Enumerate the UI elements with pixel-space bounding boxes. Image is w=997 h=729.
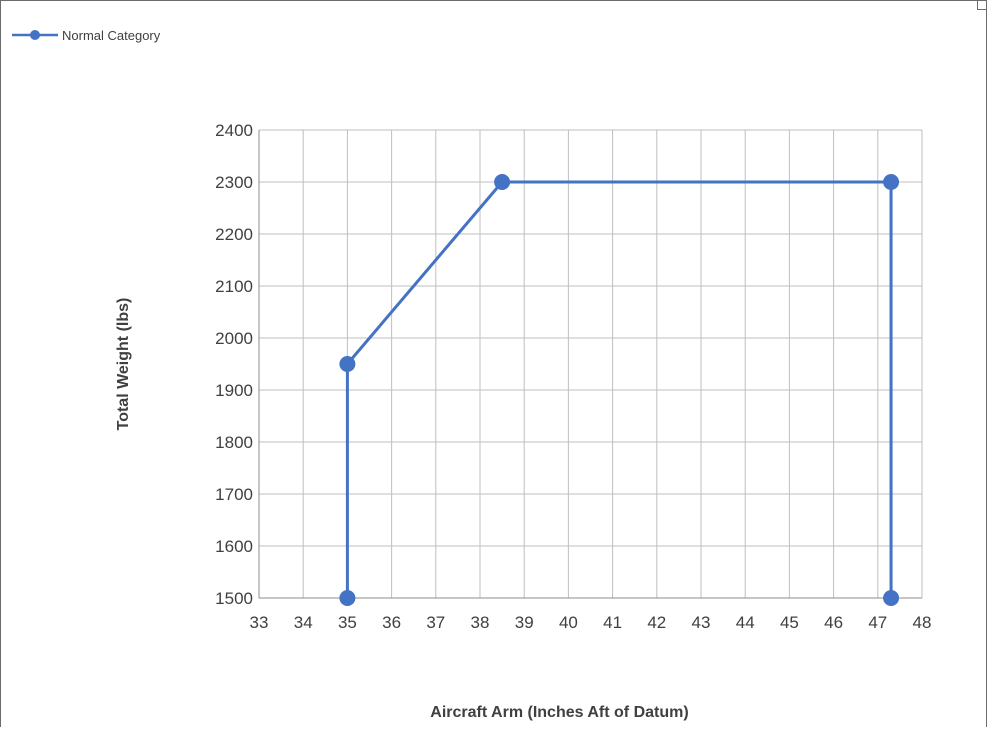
x-tick-label: 46 bbox=[824, 613, 843, 632]
legend: Normal Category bbox=[12, 28, 161, 43]
y-tick-label: 1500 bbox=[215, 589, 253, 608]
data-point bbox=[883, 174, 900, 190]
data-point bbox=[494, 174, 511, 190]
y-tick-label: 2300 bbox=[215, 173, 253, 192]
frame-corner bbox=[977, 1, 986, 10]
y-tick-labels: 1500 1600 1700 1800 1900 2000 2100 2200 2300 2400 bbox=[215, 121, 253, 608]
y-tick-label: 2400 bbox=[215, 121, 253, 140]
x-tick-label: 48 bbox=[913, 613, 932, 632]
x-tick-label: 34 bbox=[294, 613, 313, 632]
x-tick-label: 47 bbox=[868, 613, 887, 632]
x-tick-label: 40 bbox=[559, 613, 578, 632]
y-tick-label: 2100 bbox=[215, 277, 253, 296]
y-tick-label: 1900 bbox=[215, 381, 253, 400]
grid bbox=[258, 129, 923, 599]
x-tick-label: 41 bbox=[603, 613, 622, 632]
y-tick-label: 1700 bbox=[215, 485, 253, 504]
data-point bbox=[339, 590, 356, 606]
legend-dot-marker bbox=[30, 30, 40, 40]
x-tick-label: 38 bbox=[471, 613, 490, 632]
x-tick-label: 43 bbox=[692, 613, 711, 632]
legend-label: Normal Category bbox=[62, 28, 161, 43]
y-axis-title: Total Weight (lbs) bbox=[115, 298, 132, 431]
x-axis-title: Aircraft Arm (Inches Aft of Datum) bbox=[430, 704, 688, 721]
series-normal-category bbox=[339, 174, 900, 606]
y-tick-label: 2000 bbox=[215, 329, 253, 348]
y-tick-label: 2200 bbox=[215, 225, 253, 244]
x-tick-labels: 33 34 35 36 37 38 39 40 41 42 43 44 45 46 47 48 bbox=[250, 613, 932, 632]
x-tick-label: 37 bbox=[426, 613, 445, 632]
x-tick-label: 36 bbox=[382, 613, 401, 632]
x-tick-label: 44 bbox=[736, 613, 755, 632]
data-point bbox=[339, 356, 356, 372]
x-tick-label: 35 bbox=[338, 613, 357, 632]
y-tick-label: 1800 bbox=[215, 433, 253, 452]
x-tick-label: 42 bbox=[647, 613, 666, 632]
y-tick-label: 1600 bbox=[215, 537, 253, 556]
x-tick-label: 39 bbox=[515, 613, 534, 632]
data-point bbox=[883, 590, 900, 606]
x-tick-label: 33 bbox=[250, 613, 269, 632]
x-tick-label: 45 bbox=[780, 613, 799, 632]
